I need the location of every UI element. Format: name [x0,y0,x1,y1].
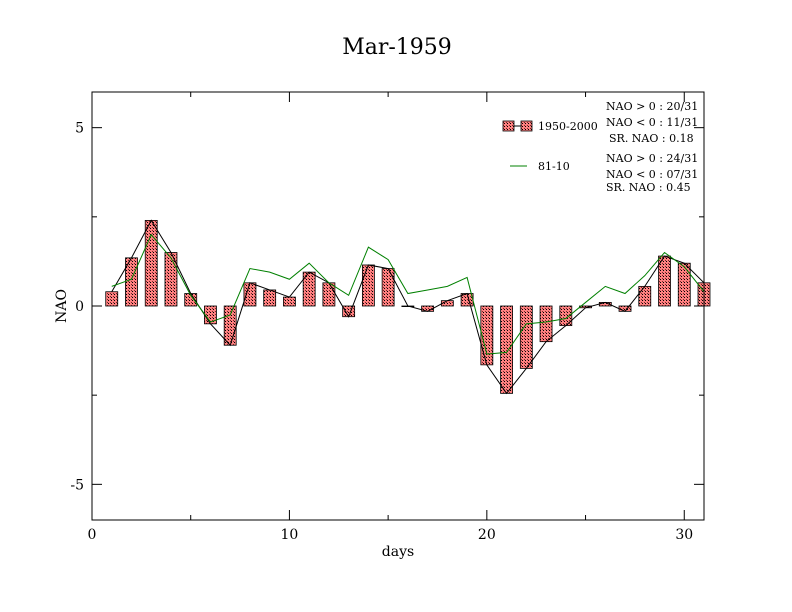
stats-block: NAO > 0 : 20/31 NAO < 0 : 11/31 SR. NAO … [606,100,698,194]
x-axis-label: days [382,544,414,560]
x-tick-label-10: 10 [281,527,299,543]
bar-day-9 [263,289,277,307]
bar-day-29 [658,255,671,307]
series-line-81-10 [111,233,705,355]
x-tick-label-0: 0 [88,527,97,543]
stats-1950-2000-sr: SR. NAO : 0.18 [609,132,694,145]
bar-day-30 [677,262,691,307]
axis-ticks: 0 10 20 30 -5 0 5 [70,92,704,543]
bar-day-15 [381,268,395,307]
bar-day-6 [204,305,217,325]
bar-day-20 [480,305,494,366]
legend-bar-swatch-right [520,120,533,132]
bar-day-10 [283,296,296,307]
bar-day-13 [342,305,356,318]
bar-day-1 [105,291,119,307]
bar-day-14 [361,264,375,307]
series-line-1950-2000 [111,219,705,395]
stats-81-10-sr: SR. NAO : 0.45 [606,181,691,194]
bar-day-3 [144,219,158,307]
chart-title: Mar-1959 [342,35,452,60]
bar-day-22 [519,305,533,369]
bar-day-12 [322,282,336,307]
x-tick-label-20: 20 [478,527,496,543]
bar-day-28 [638,285,652,307]
bar-day-7 [223,305,237,346]
stats-81-10-negative: NAO < 0 : 07/31 [606,168,698,181]
bar-day-24 [559,305,573,327]
y-tick-label-5: 5 [75,121,84,137]
legend: 1950-2000 81-10 [502,120,598,173]
bar-day-23 [539,305,553,343]
x-tick-label-30: 30 [675,527,693,543]
stats-1950-2000-negative: NAO < 0 : 11/31 [606,116,698,129]
bar-day-8 [243,282,257,307]
stats-81-10-positive: NAO > 0 : 24/31 [606,152,698,165]
y-tick-label-0: 0 [75,299,84,315]
legend-label-81-10: 81-10 [538,160,570,173]
legend-label-1950-2000: 1950-2000 [538,120,598,133]
y-axis-label: NAO [54,289,70,323]
stats-1950-2000-positive: NAO > 0 : 20/31 [606,100,698,113]
bar-day-21 [500,305,513,394]
y-tick-label--5: -5 [70,477,84,493]
legend-bar-swatch-left [502,120,515,132]
plot-area [105,219,711,395]
